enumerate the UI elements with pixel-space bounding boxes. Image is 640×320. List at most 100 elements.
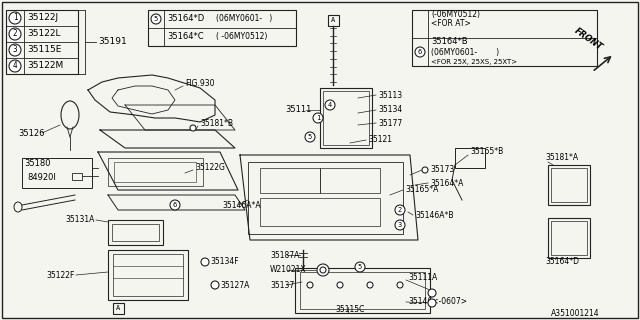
Bar xyxy=(320,88,372,148)
Text: 35122M: 35122M xyxy=(27,61,63,70)
Circle shape xyxy=(190,125,196,131)
Circle shape xyxy=(151,14,161,24)
Text: 4: 4 xyxy=(328,102,332,108)
Circle shape xyxy=(428,289,436,297)
Text: 35122F: 35122F xyxy=(47,270,75,279)
Text: <FOR 25X, 25XS, 25XT>: <FOR 25X, 25XS, 25XT> xyxy=(431,59,517,65)
Text: 5: 5 xyxy=(154,16,158,22)
Bar xyxy=(248,162,403,234)
Circle shape xyxy=(9,28,21,40)
Circle shape xyxy=(313,113,323,123)
Bar xyxy=(548,218,590,258)
Bar xyxy=(114,162,196,182)
Text: 1: 1 xyxy=(13,13,17,22)
Text: 35111: 35111 xyxy=(285,106,312,115)
Text: 35164*C: 35164*C xyxy=(167,32,204,41)
Text: 35126: 35126 xyxy=(18,129,45,138)
Text: FRONT: FRONT xyxy=(572,26,604,52)
Text: 35122L: 35122L xyxy=(27,29,61,38)
Circle shape xyxy=(337,282,343,288)
Bar xyxy=(113,302,124,314)
Text: 35115C: 35115C xyxy=(335,306,364,315)
Text: 35177: 35177 xyxy=(378,118,403,127)
Text: 35191: 35191 xyxy=(98,37,127,46)
Text: 1: 1 xyxy=(316,115,320,121)
Text: 35127A: 35127A xyxy=(220,281,250,290)
Text: 35164*A: 35164*A xyxy=(430,179,463,188)
Text: 35137: 35137 xyxy=(270,281,294,290)
Circle shape xyxy=(9,12,21,24)
Text: 2: 2 xyxy=(13,29,17,38)
Bar xyxy=(72,173,82,180)
Text: A: A xyxy=(116,305,120,311)
Bar xyxy=(113,254,183,296)
Text: FIG.930: FIG.930 xyxy=(185,78,214,87)
Text: 35111A: 35111A xyxy=(408,274,437,283)
Text: 35134F: 35134F xyxy=(210,258,239,267)
Text: (06MY0601-   ): (06MY0601- ) xyxy=(216,14,272,23)
Text: 35131A: 35131A xyxy=(66,215,95,225)
Bar xyxy=(260,168,320,193)
Text: 3: 3 xyxy=(13,45,17,54)
Circle shape xyxy=(415,47,425,57)
Text: 5: 5 xyxy=(308,134,312,140)
Text: 35113: 35113 xyxy=(378,91,402,100)
Text: 35164*B: 35164*B xyxy=(431,37,468,46)
Circle shape xyxy=(395,220,405,230)
Circle shape xyxy=(428,299,436,307)
Circle shape xyxy=(9,44,21,56)
Text: 4: 4 xyxy=(13,61,17,70)
Text: 35134: 35134 xyxy=(378,106,403,115)
Circle shape xyxy=(355,262,365,272)
Circle shape xyxy=(317,264,329,276)
Circle shape xyxy=(201,258,209,266)
Bar xyxy=(6,10,78,74)
Bar xyxy=(412,10,597,66)
Bar xyxy=(320,168,380,193)
Bar xyxy=(455,148,485,168)
Bar xyxy=(108,158,203,186)
Text: A: A xyxy=(331,17,335,23)
Text: 35115E: 35115E xyxy=(27,45,61,54)
Text: 5: 5 xyxy=(358,264,362,270)
Text: 35180: 35180 xyxy=(24,158,51,167)
Text: W21021X: W21021X xyxy=(270,266,307,275)
Text: 3: 3 xyxy=(398,222,402,228)
Bar xyxy=(108,250,188,300)
Text: 35165*A: 35165*A xyxy=(405,186,438,195)
Bar xyxy=(22,158,92,188)
Circle shape xyxy=(307,282,313,288)
Text: 2: 2 xyxy=(398,207,402,213)
Bar xyxy=(260,198,380,226)
Bar xyxy=(328,14,339,26)
Circle shape xyxy=(320,267,326,273)
Text: (-06MY0512): (-06MY0512) xyxy=(431,10,480,19)
Text: 6: 6 xyxy=(173,202,177,208)
Text: 35181*B: 35181*B xyxy=(200,119,233,129)
Bar xyxy=(551,168,587,202)
Circle shape xyxy=(170,200,180,210)
Text: 35146A*A: 35146A*A xyxy=(222,201,260,210)
Text: 35181*A: 35181*A xyxy=(545,154,578,163)
Bar xyxy=(112,224,159,241)
Circle shape xyxy=(211,281,219,289)
Text: 35165*B: 35165*B xyxy=(470,148,503,156)
Circle shape xyxy=(9,60,21,72)
Text: 35122J: 35122J xyxy=(27,13,58,22)
Circle shape xyxy=(422,167,428,173)
Text: 6: 6 xyxy=(418,49,422,55)
Circle shape xyxy=(305,132,315,142)
Text: A351001214: A351001214 xyxy=(552,308,600,317)
Text: 35187A: 35187A xyxy=(270,251,300,260)
Text: 84920I: 84920I xyxy=(27,172,56,181)
Text: 35164*D: 35164*D xyxy=(167,14,204,23)
Bar xyxy=(148,10,296,46)
Bar xyxy=(323,91,369,145)
Text: 35146A*B: 35146A*B xyxy=(415,211,454,220)
Text: 35164*D: 35164*D xyxy=(545,258,579,267)
Circle shape xyxy=(325,100,335,110)
Bar xyxy=(108,220,163,245)
Text: 35121: 35121 xyxy=(368,135,392,145)
Text: 35146<-0607>: 35146<-0607> xyxy=(408,298,467,307)
Text: (06MY0601-        ): (06MY0601- ) xyxy=(431,47,499,57)
